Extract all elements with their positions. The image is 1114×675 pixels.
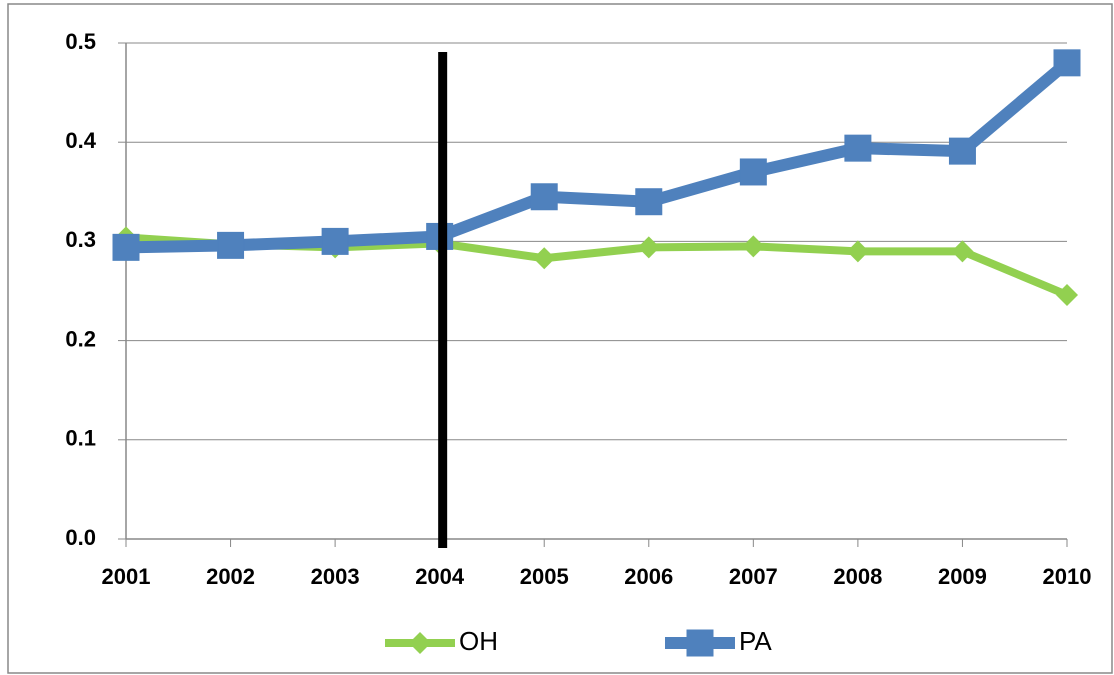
x-tick-label: 2001 xyxy=(102,564,151,589)
y-tick-label: 0.1 xyxy=(65,426,96,451)
series-line xyxy=(125,58,1071,254)
chart-frame xyxy=(7,3,1113,674)
square-marker xyxy=(844,134,872,162)
diamond-marker xyxy=(846,240,869,263)
y-tick-label: 0.2 xyxy=(65,326,96,351)
diamond-marker xyxy=(951,240,974,263)
x-tick-label: 2005 xyxy=(520,564,569,589)
diamond-marker xyxy=(1056,283,1078,306)
y-tick-label: 0.4 xyxy=(65,128,96,153)
x-tick-label: 2008 xyxy=(833,564,882,589)
x-tick-label: 2003 xyxy=(311,564,360,589)
square-marker xyxy=(530,183,558,211)
square-marker xyxy=(1053,49,1081,77)
legend-marker xyxy=(686,629,714,657)
x-tick-label: 2006 xyxy=(624,564,673,589)
y-tick-label: 0.0 xyxy=(65,525,96,550)
square-marker xyxy=(635,188,663,216)
square-marker xyxy=(112,233,140,261)
diamond-marker xyxy=(742,235,765,258)
square-marker xyxy=(739,158,767,186)
legend-label: OH xyxy=(459,626,498,656)
square-marker xyxy=(321,227,349,255)
square-marker xyxy=(217,231,245,259)
y-tick-label: 0.3 xyxy=(65,227,96,252)
diamond-marker xyxy=(533,247,556,270)
x-tick-label: 2004 xyxy=(415,564,465,589)
y-tick-label: 0.5 xyxy=(65,29,96,54)
square-marker xyxy=(948,137,976,165)
legend-marker xyxy=(409,632,431,654)
x-tick-label: 2007 xyxy=(729,564,778,589)
diamond-marker xyxy=(637,236,660,259)
x-tick-label: 2009 xyxy=(938,564,987,589)
x-tick-label: 2010 xyxy=(1043,564,1092,589)
legend-label: PA xyxy=(739,626,772,656)
x-tick-label: 2002 xyxy=(206,564,255,589)
